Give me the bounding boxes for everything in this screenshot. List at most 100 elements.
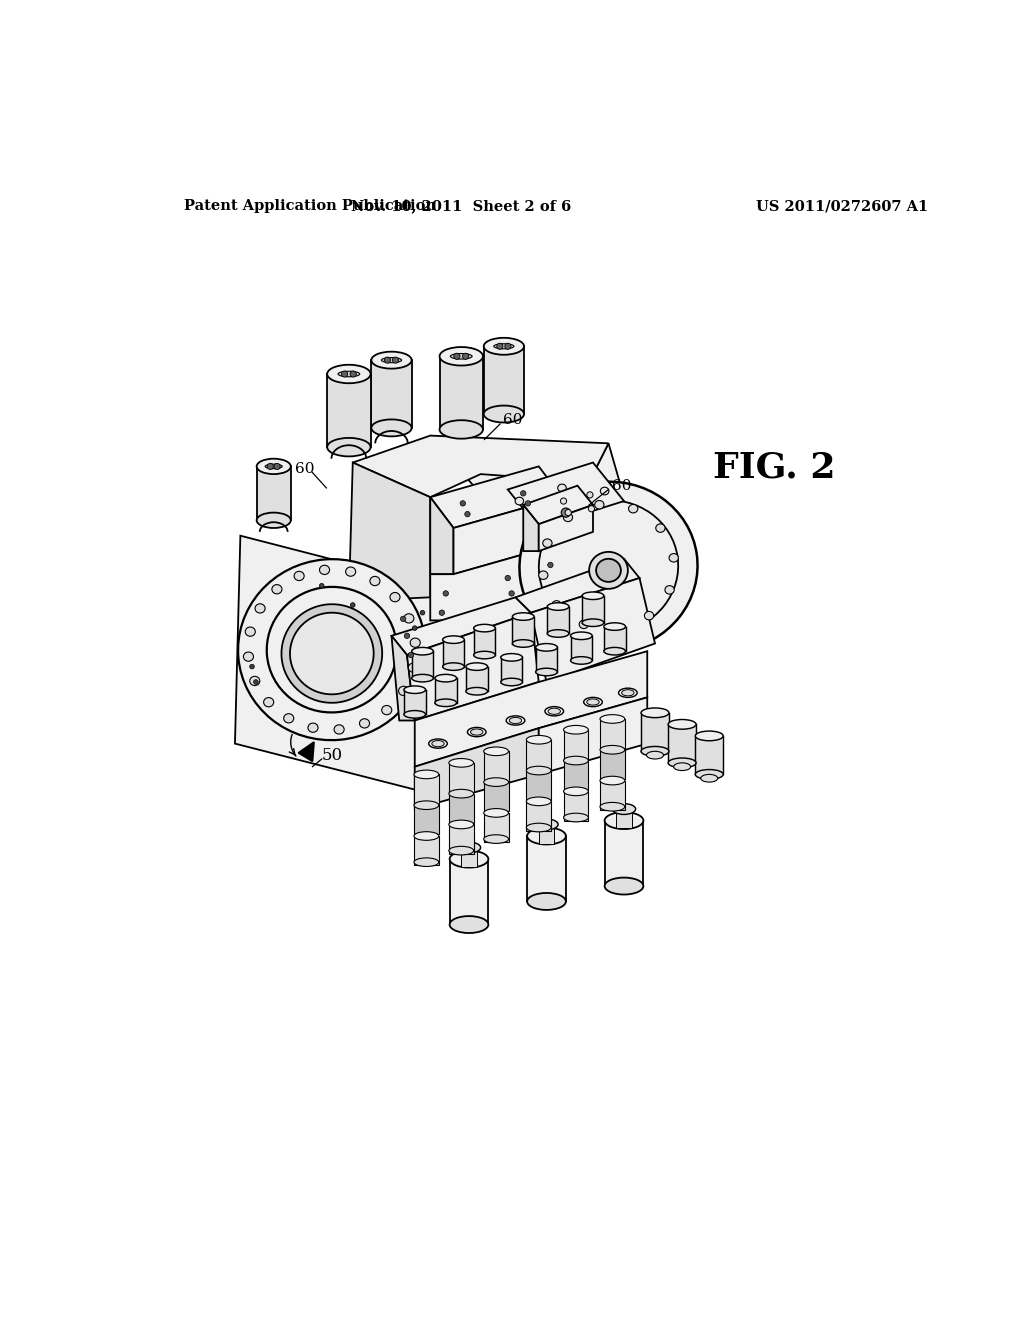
Ellipse shape <box>403 686 426 693</box>
Ellipse shape <box>604 812 643 829</box>
Ellipse shape <box>398 686 409 696</box>
Ellipse shape <box>669 719 696 729</box>
Circle shape <box>350 603 355 607</box>
Text: Patent Application Publication: Patent Application Publication <box>183 199 436 213</box>
Ellipse shape <box>451 354 472 359</box>
Ellipse shape <box>372 351 412 368</box>
Ellipse shape <box>263 697 273 706</box>
Ellipse shape <box>570 632 592 640</box>
Ellipse shape <box>547 603 569 610</box>
Ellipse shape <box>646 751 664 759</box>
Ellipse shape <box>244 652 254 661</box>
Polygon shape <box>414 836 438 866</box>
Polygon shape <box>523 506 539 552</box>
Ellipse shape <box>547 630 569 638</box>
Text: Nov. 10, 2011  Sheet 2 of 6: Nov. 10, 2011 Sheet 2 of 6 <box>351 199 571 213</box>
Polygon shape <box>328 374 371 447</box>
Ellipse shape <box>381 358 401 363</box>
Ellipse shape <box>595 500 604 510</box>
Text: 60: 60 <box>611 479 631 494</box>
Ellipse shape <box>282 605 382 702</box>
Ellipse shape <box>449 789 474 799</box>
Ellipse shape <box>409 663 419 672</box>
Ellipse shape <box>554 515 562 523</box>
Ellipse shape <box>589 552 628 589</box>
Ellipse shape <box>519 482 697 651</box>
Ellipse shape <box>442 663 464 671</box>
Ellipse shape <box>563 513 572 521</box>
Ellipse shape <box>600 803 625 810</box>
Polygon shape <box>391 597 531 655</box>
Ellipse shape <box>613 624 623 632</box>
Polygon shape <box>539 825 554 843</box>
Ellipse shape <box>526 766 551 775</box>
Ellipse shape <box>255 603 265 612</box>
Text: FIG. 2: FIG. 2 <box>713 451 836 484</box>
Ellipse shape <box>467 727 486 737</box>
Ellipse shape <box>432 741 444 747</box>
Polygon shape <box>414 805 438 834</box>
Ellipse shape <box>563 726 589 734</box>
Circle shape <box>565 510 571 516</box>
Ellipse shape <box>403 710 426 718</box>
Polygon shape <box>349 462 430 601</box>
Ellipse shape <box>604 878 643 895</box>
Ellipse shape <box>338 371 359 376</box>
Polygon shape <box>257 466 291 520</box>
Polygon shape <box>583 595 604 623</box>
Polygon shape <box>539 506 593 552</box>
Ellipse shape <box>563 787 589 796</box>
Polygon shape <box>547 607 569 634</box>
Polygon shape <box>531 578 655 682</box>
Ellipse shape <box>245 627 255 636</box>
Polygon shape <box>412 651 433 678</box>
Polygon shape <box>604 821 643 886</box>
Ellipse shape <box>483 834 509 843</box>
Ellipse shape <box>604 623 626 631</box>
Ellipse shape <box>596 558 621 582</box>
Ellipse shape <box>414 801 438 809</box>
Ellipse shape <box>429 739 447 748</box>
Polygon shape <box>466 667 487 692</box>
Circle shape <box>420 610 425 615</box>
Polygon shape <box>563 760 589 789</box>
Circle shape <box>525 500 530 506</box>
Ellipse shape <box>414 858 438 866</box>
Ellipse shape <box>449 820 474 829</box>
Ellipse shape <box>552 601 561 609</box>
Ellipse shape <box>587 700 599 705</box>
Ellipse shape <box>629 504 638 513</box>
Ellipse shape <box>435 700 457 706</box>
Ellipse shape <box>250 676 260 685</box>
Polygon shape <box>450 859 488 924</box>
Ellipse shape <box>411 638 420 647</box>
Ellipse shape <box>600 746 625 754</box>
Polygon shape <box>536 647 557 672</box>
Polygon shape <box>461 847 477 867</box>
Circle shape <box>505 576 510 581</box>
Ellipse shape <box>600 714 625 723</box>
Polygon shape <box>616 809 632 829</box>
Ellipse shape <box>328 364 371 383</box>
Circle shape <box>439 610 444 615</box>
Ellipse shape <box>512 640 535 647</box>
Ellipse shape <box>644 611 653 620</box>
Ellipse shape <box>669 758 696 768</box>
Ellipse shape <box>563 756 589 764</box>
Ellipse shape <box>346 568 355 577</box>
Circle shape <box>465 511 470 517</box>
Polygon shape <box>454 498 562 574</box>
Ellipse shape <box>474 651 496 659</box>
Polygon shape <box>563 792 589 821</box>
Polygon shape <box>449 793 474 822</box>
Ellipse shape <box>665 586 674 594</box>
Circle shape <box>250 664 254 669</box>
Ellipse shape <box>257 459 291 474</box>
Circle shape <box>561 508 570 517</box>
Circle shape <box>350 371 356 378</box>
Ellipse shape <box>580 620 589 628</box>
Ellipse shape <box>266 587 397 713</box>
Circle shape <box>520 491 526 496</box>
Ellipse shape <box>494 343 514 348</box>
Ellipse shape <box>458 842 480 853</box>
